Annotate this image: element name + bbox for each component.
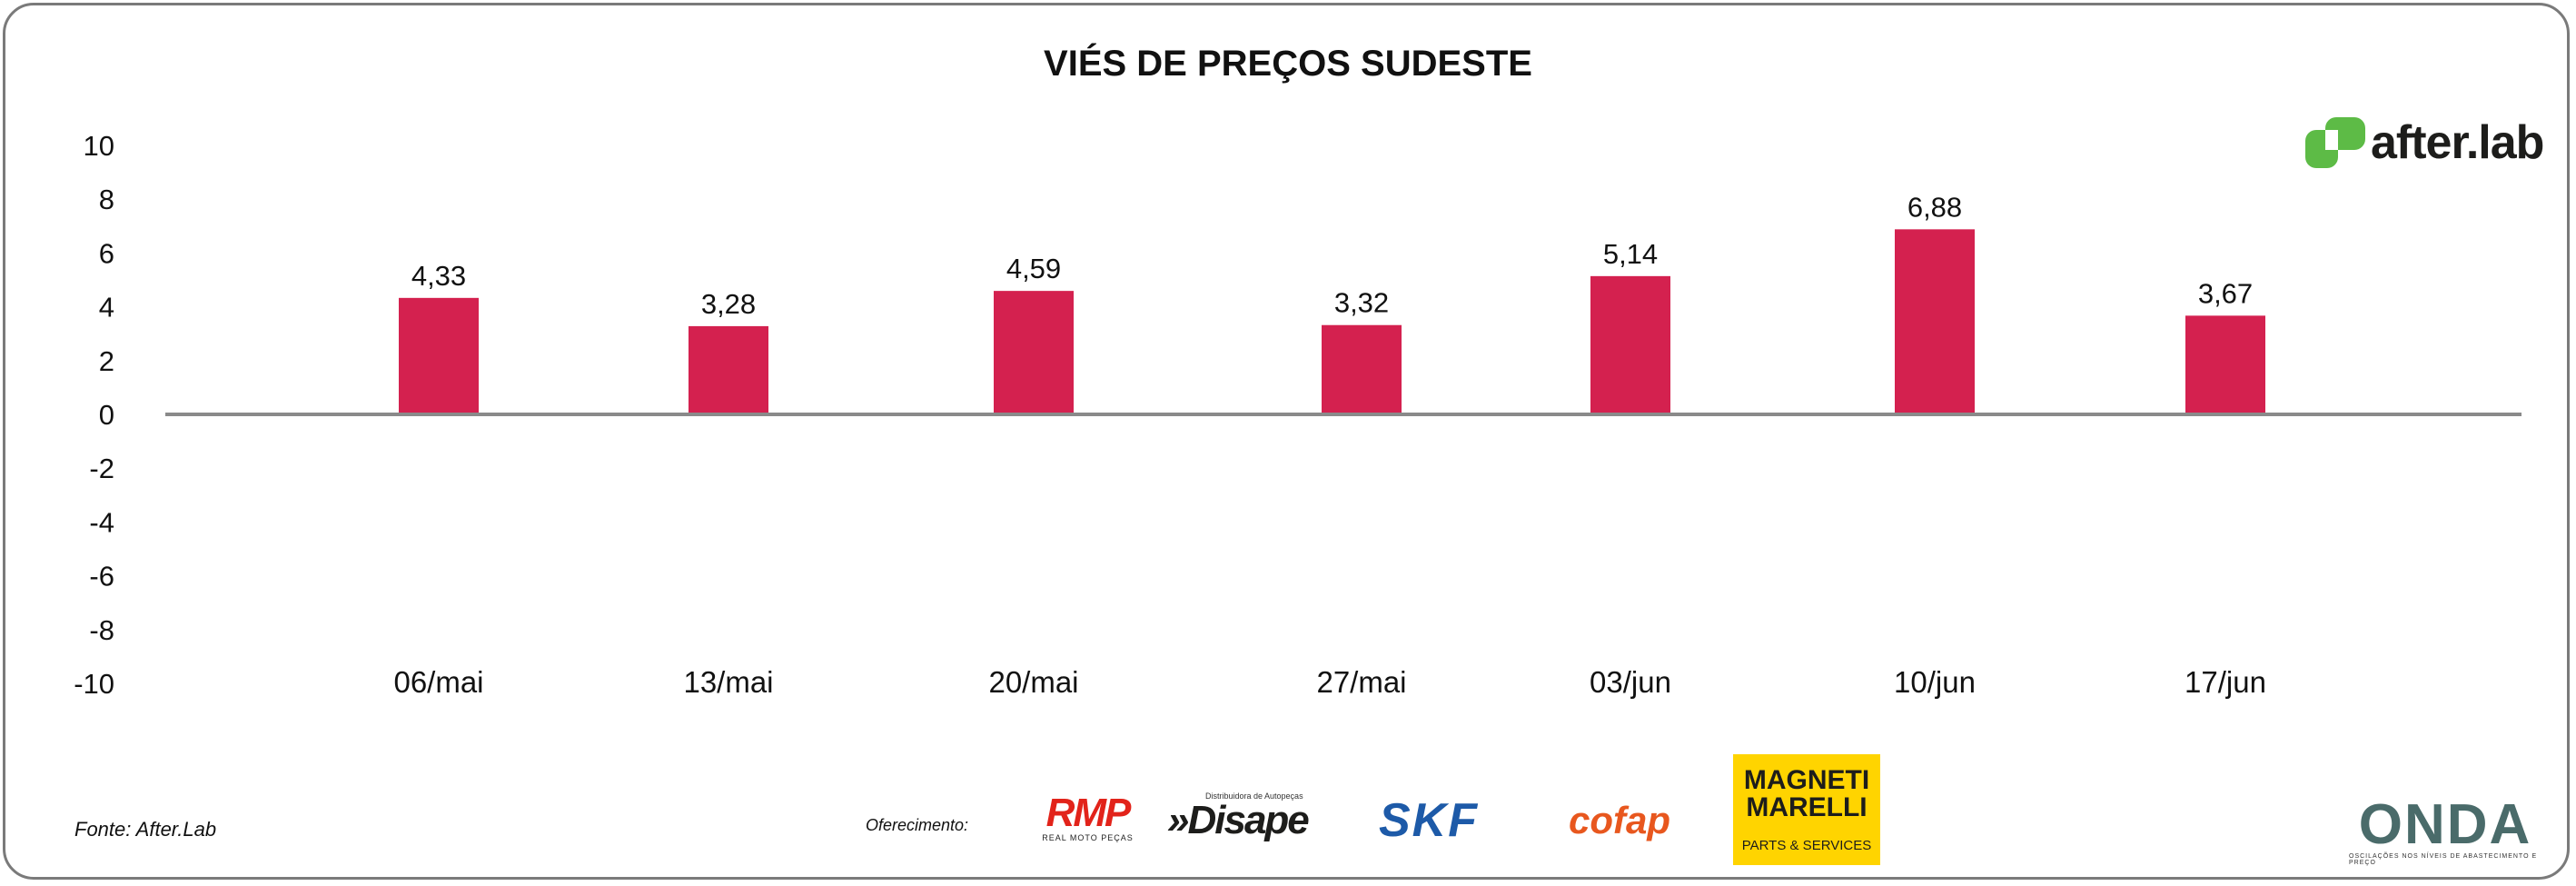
data-label: 3,32 xyxy=(1334,287,1389,319)
x-tick-label: 27/mai xyxy=(1316,665,1406,699)
y-tick-label: 0 xyxy=(99,399,114,431)
cofap-logo: cofap xyxy=(1568,799,1670,841)
x-tick-label: 06/mai xyxy=(393,665,483,699)
onda-logo-subtext: OSCILAÇÕES NOS NÍVEIS DE ABASTECIMENTO E… xyxy=(2349,853,2538,866)
rmp-logo: RMP REAL MOTO PEÇAS xyxy=(1026,791,1149,845)
sponsor-label: Oferecimento: xyxy=(866,816,969,834)
y-tick-label: -8 xyxy=(89,614,114,646)
y-tick-label: -2 xyxy=(89,453,114,484)
data-label: 5,14 xyxy=(1603,238,1658,270)
data-label: 3,67 xyxy=(2198,277,2253,309)
x-tick-label: 20/mai xyxy=(988,665,1078,699)
skf-logo: SKF xyxy=(1379,794,1479,847)
data-label: 3,28 xyxy=(701,288,756,320)
y-tick-label: 2 xyxy=(99,345,114,377)
disape-logo: Distribuidora de Autopeças »Disape xyxy=(1167,789,1326,843)
bar xyxy=(1590,275,1670,414)
data-label: 4,33 xyxy=(411,260,466,292)
data-label: 6,88 xyxy=(1907,191,1962,223)
afterlab-logo: after.lab xyxy=(2305,113,2544,173)
x-tick-label: 17/jun xyxy=(2185,665,2266,699)
rmp-logo-text: RMP xyxy=(1045,791,1132,835)
bar xyxy=(689,325,768,414)
disape-logo-text: »Disape xyxy=(1167,798,1310,842)
y-tick-label: 8 xyxy=(99,184,114,215)
afterlab-logo-text: after.lab xyxy=(2371,116,2544,169)
onda-logo: ONDA OSCILAÇÕES NOS NÍVEIS DE ABASTECIME… xyxy=(2349,791,2541,872)
x-tick-label: 10/jun xyxy=(1894,665,1976,699)
magneti-marelli-logo-subtext: PARTS & SERVICES xyxy=(1741,837,1872,853)
chart-frame xyxy=(3,3,2570,880)
magneti-marelli-logo-text: MAGNETI MARELLI xyxy=(1743,764,1870,822)
y-tick-label: -6 xyxy=(89,561,114,592)
magneti-marelli-logo: MAGNETI MARELLI PARTS & SERVICES xyxy=(1733,754,1880,865)
bar xyxy=(399,297,479,414)
afterlab-logo-icon xyxy=(2305,117,2365,168)
disape-logo-subtext: Distribuidora de Autopeças xyxy=(1205,791,1303,801)
y-tick-label: -4 xyxy=(89,506,114,538)
y-tick-label: 4 xyxy=(99,292,114,324)
rmp-logo-subtext: REAL MOTO PEÇAS xyxy=(1042,833,1134,842)
data-label: 4,59 xyxy=(1006,253,1061,284)
x-tick-label: 03/jun xyxy=(1590,665,1671,699)
x-tick-label: 13/mai xyxy=(683,665,773,699)
bar xyxy=(994,291,1074,414)
onda-logo-text: ONDA xyxy=(2358,793,2532,856)
y-tick-label: 6 xyxy=(99,237,114,269)
chart-title: VIÉS DE PREÇOS SUDESTE xyxy=(1044,44,1532,84)
bar xyxy=(1322,324,1402,414)
y-tick-label: -10 xyxy=(74,668,114,700)
bar xyxy=(1895,229,1975,414)
bar xyxy=(2185,315,2265,414)
source-note: Fonte: After.Lab xyxy=(74,818,217,841)
y-tick-label: 10 xyxy=(84,130,114,162)
